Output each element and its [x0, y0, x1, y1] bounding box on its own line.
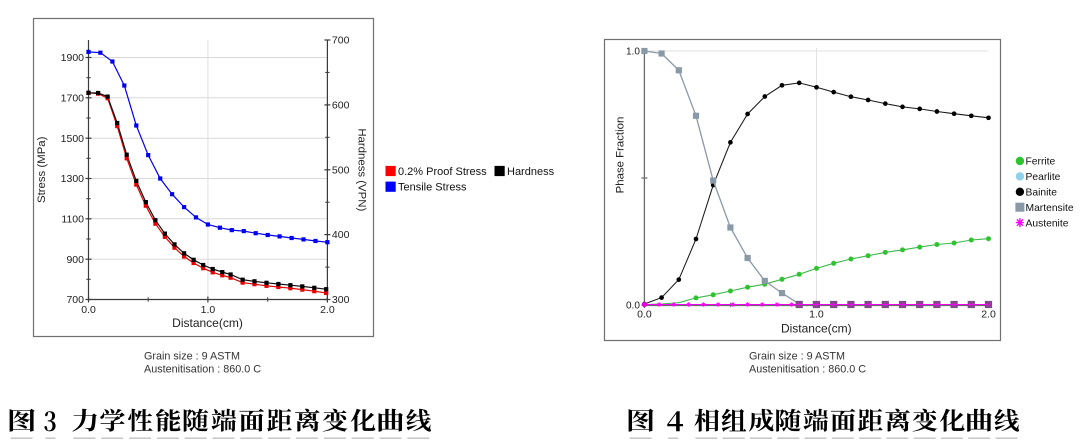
svg-text:Tensile Stress: Tensile Stress: [398, 182, 467, 194]
svg-text:0.0: 0.0: [81, 304, 96, 316]
svg-text:400: 400: [332, 229, 350, 241]
svg-text:1500: 1500: [61, 133, 85, 145]
svg-text:1700: 1700: [61, 92, 85, 104]
svg-text:Austenitisation : 860.0 C: Austenitisation : 860.0 C: [144, 363, 261, 375]
svg-text:Distance(cm): Distance(cm): [172, 316, 243, 330]
svg-text:700: 700: [332, 35, 350, 47]
svg-text:500: 500: [332, 164, 350, 176]
svg-text:1100: 1100: [61, 213, 84, 225]
svg-text:600: 600: [332, 99, 350, 111]
svg-text:1.0: 1.0: [201, 304, 216, 316]
svg-text:Hardness: Hardness: [507, 166, 555, 178]
svg-text:900: 900: [66, 254, 84, 266]
svg-text:0.2% Proof Stress: 0.2% Proof Stress: [398, 166, 487, 178]
svg-text:Austenite: Austenite: [1026, 218, 1069, 229]
svg-text:300: 300: [332, 294, 350, 306]
svg-text:Grain size : 9 ASTM: Grain size : 9 ASTM: [144, 351, 240, 363]
svg-text:Phase Fraction: Phase Fraction: [615, 117, 627, 194]
svg-text:Ferrite: Ferrite: [1026, 157, 1056, 168]
svg-text:1.0: 1.0: [809, 309, 824, 321]
svg-text:1900: 1900: [61, 52, 85, 64]
svg-text:Hardness (VPN): Hardness (VPN): [356, 128, 368, 211]
svg-text:Pearlite: Pearlite: [1026, 172, 1061, 183]
svg-text:Martensite: Martensite: [1026, 203, 1074, 214]
svg-text:700: 700: [66, 294, 84, 306]
svg-text:0.0: 0.0: [637, 309, 652, 321]
svg-text:Stress (MPa): Stress (MPa): [36, 136, 48, 203]
svg-text:1.0: 1.0: [626, 47, 640, 58]
svg-text:Bainite: Bainite: [1026, 188, 1058, 199]
svg-text:1300: 1300: [61, 173, 85, 185]
svg-text:0.0: 0.0: [626, 301, 640, 312]
svg-text:2.0: 2.0: [981, 309, 996, 321]
svg-text:Distance(cm): Distance(cm): [781, 322, 852, 336]
svg-text:Austenitisation : 860.0 C: Austenitisation : 860.0 C: [749, 363, 866, 375]
svg-text:Grain size : 9 ASTM: Grain size : 9 ASTM: [749, 351, 845, 363]
svg-text:2.0: 2.0: [320, 304, 335, 316]
